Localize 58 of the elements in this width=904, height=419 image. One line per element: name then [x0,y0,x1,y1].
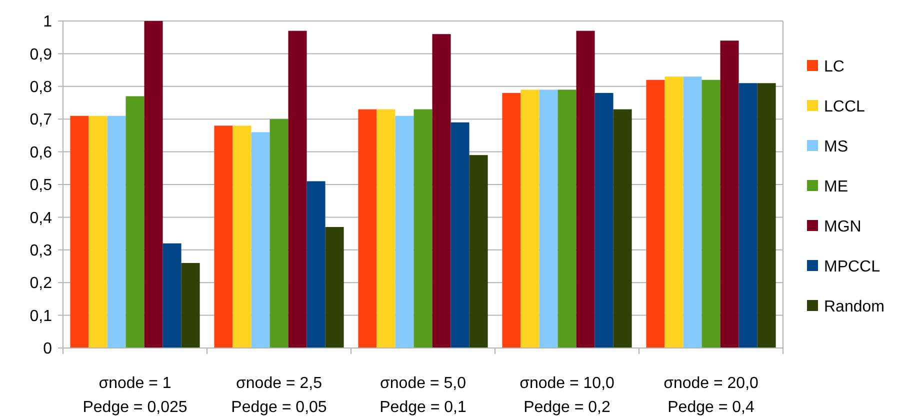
bar [520,90,540,348]
y-tick-label: 0 [43,340,52,358]
bar [702,80,720,348]
bar [432,34,451,348]
bar [88,116,108,348]
legend-label: MPCCL [824,258,880,276]
bar [664,76,684,348]
legend-label: LC [824,58,844,76]
bar [757,83,776,348]
legend-label: LCCL [824,98,866,116]
bar [107,116,126,348]
bar [232,126,252,348]
bar [144,21,163,348]
bar [720,40,739,348]
bar [358,109,377,348]
bar [469,155,488,348]
bar [376,109,396,348]
bar [181,262,200,348]
y-tick-label: 0,9 [30,46,52,64]
y-tick-label: 0,2 [30,275,52,292]
x-tick-label: σnode = 2,5 Pedge = 0,05 [231,375,327,416]
y-tick-label: 0,3 [30,242,52,260]
bar [646,80,665,348]
bar [162,243,182,348]
bar [502,92,521,348]
bar [558,90,576,348]
x-tick-label: σnode = 10,0 Pedge = 0,2 [520,375,615,416]
y-tick-label: 0,4 [30,210,52,227]
legend-label: MGN [824,218,862,236]
bar [306,181,326,348]
bar [576,30,595,348]
bar [270,119,288,348]
bar [70,116,89,348]
bar [539,90,558,348]
bar [395,116,414,348]
bar [738,83,758,348]
y-tick-label: 0,7 [30,112,52,129]
y-tick-label: 0,8 [30,79,52,96]
x-tick-label: σnode = 5,0 Pedge = 0,1 [380,375,466,416]
bar [288,30,307,348]
bar [613,109,632,348]
y-tick-label: 0,6 [30,144,52,162]
bar [251,132,270,348]
x-tick-label: σnode = 1 Pedge = 0,025 [82,375,188,416]
bar [325,227,344,348]
legend-label: ME [824,178,848,196]
y-tick-label: 0,5 [30,177,52,194]
bar [683,76,702,348]
y-tick-label: 0,1 [30,308,52,325]
legend-label: MS [824,138,848,156]
x-tick-label: σnode = 20,0 Pedge = 0,4 [664,375,759,416]
bar [594,92,614,348]
bar [450,122,470,348]
y-tick-label: 1 [43,14,52,31]
bar [414,109,432,348]
legend-label: Random [824,298,884,316]
bar [126,96,144,348]
bar [214,126,233,348]
